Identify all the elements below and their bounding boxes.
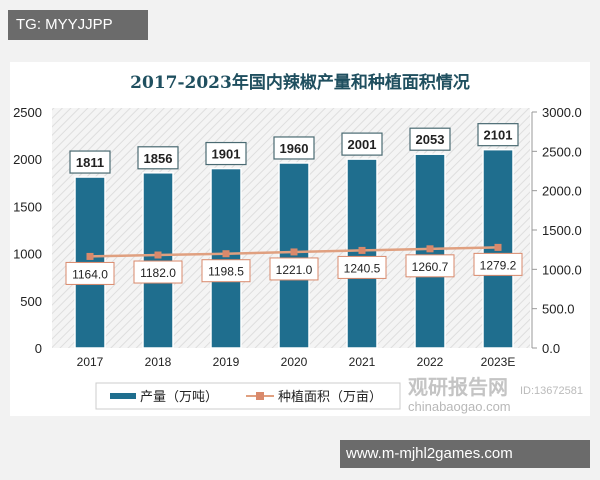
site-label: www.m-mjhl2games.com	[340, 440, 590, 468]
legend-bar-label: 产量（万吨）	[140, 389, 218, 404]
x-tick-label: 2023E	[481, 355, 516, 369]
watermark-id: ID:13672581	[520, 385, 583, 397]
bar	[278, 162, 310, 349]
left-tick-label: 2000	[13, 152, 42, 167]
x-tick-label: 2020	[281, 355, 308, 369]
right-tick-label: 0.0	[542, 341, 560, 356]
bar-data-label: 2053	[416, 132, 445, 147]
line-label-box	[65, 261, 115, 285]
right-tick-label: 1500.0	[542, 223, 582, 238]
bar-label-box	[477, 123, 519, 147]
legend-line-marker	[256, 392, 264, 400]
line-marker	[86, 252, 94, 260]
bar-data-label: 1960	[280, 141, 309, 156]
line-label-box	[405, 254, 455, 278]
bar	[210, 167, 242, 349]
line-data-label: 1240.5	[344, 261, 381, 275]
right-tick-label: 3000.0	[542, 105, 582, 120]
right-tick-label: 2000.0	[542, 184, 582, 199]
tg-label: TG: MYYJJPP	[8, 10, 148, 40]
left-tick-label: 500	[20, 294, 42, 309]
left-tick-label: 1500	[13, 199, 42, 214]
bar-label-box	[137, 146, 179, 170]
bar-label-box	[409, 127, 451, 151]
bar-label-box	[341, 132, 383, 156]
line-label-box	[269, 257, 319, 281]
x-tick-label: 2017	[77, 355, 104, 369]
chart-title: 2017-2023年国内辣椒产量和种植面积情况	[130, 72, 470, 93]
bar-label-box	[69, 150, 111, 174]
watermark-domain: chinabaogao.com	[408, 399, 511, 414]
bar	[142, 172, 174, 349]
line-marker	[358, 246, 366, 254]
line-marker	[426, 245, 434, 253]
bar-data-label: 1856	[144, 151, 173, 166]
line-label-box	[133, 260, 183, 284]
bar-data-label: 2001	[348, 137, 377, 152]
line-data-label: 1164.0	[72, 267, 108, 281]
bar-label-box	[205, 141, 247, 166]
legend-line-label: 种植面积（万亩）	[278, 389, 382, 404]
x-tick-label: 2018	[145, 355, 172, 369]
line-data-label: 1279.2	[480, 258, 517, 272]
x-tick-label: 2022	[417, 355, 444, 369]
left-tick-label: 1000	[13, 247, 42, 262]
x-tick-label: 2019	[213, 355, 240, 369]
line-label-box	[473, 252, 523, 276]
line-marker	[494, 243, 502, 251]
bar-label-box	[273, 136, 315, 160]
left-tick-label: 2500	[13, 105, 42, 120]
line-data-label: 1182.0	[140, 266, 176, 280]
line-marker	[222, 250, 230, 258]
bar-data-label: 1901	[212, 147, 241, 162]
line-data-label: 1221.0	[276, 263, 313, 277]
line-label-box	[337, 255, 387, 279]
line-data-label: 1260.7	[412, 260, 449, 274]
right-tick-label: 500.0	[542, 302, 575, 317]
x-tick-label: 2021	[349, 355, 376, 369]
right-tick-label: 2500.0	[542, 144, 582, 159]
line-marker	[290, 248, 298, 256]
line-data-label: 1198.5	[208, 265, 244, 279]
line-marker	[154, 251, 162, 259]
bar-data-label: 2101	[484, 128, 513, 143]
right-tick-label: 1000.0	[542, 262, 582, 277]
line-label-box	[201, 259, 251, 283]
bar-data-label: 1811	[76, 155, 104, 170]
legend-bar-swatch	[110, 393, 136, 399]
watermark-brand: 观研报告网	[408, 375, 508, 399]
left-tick-label: 0	[35, 341, 42, 356]
